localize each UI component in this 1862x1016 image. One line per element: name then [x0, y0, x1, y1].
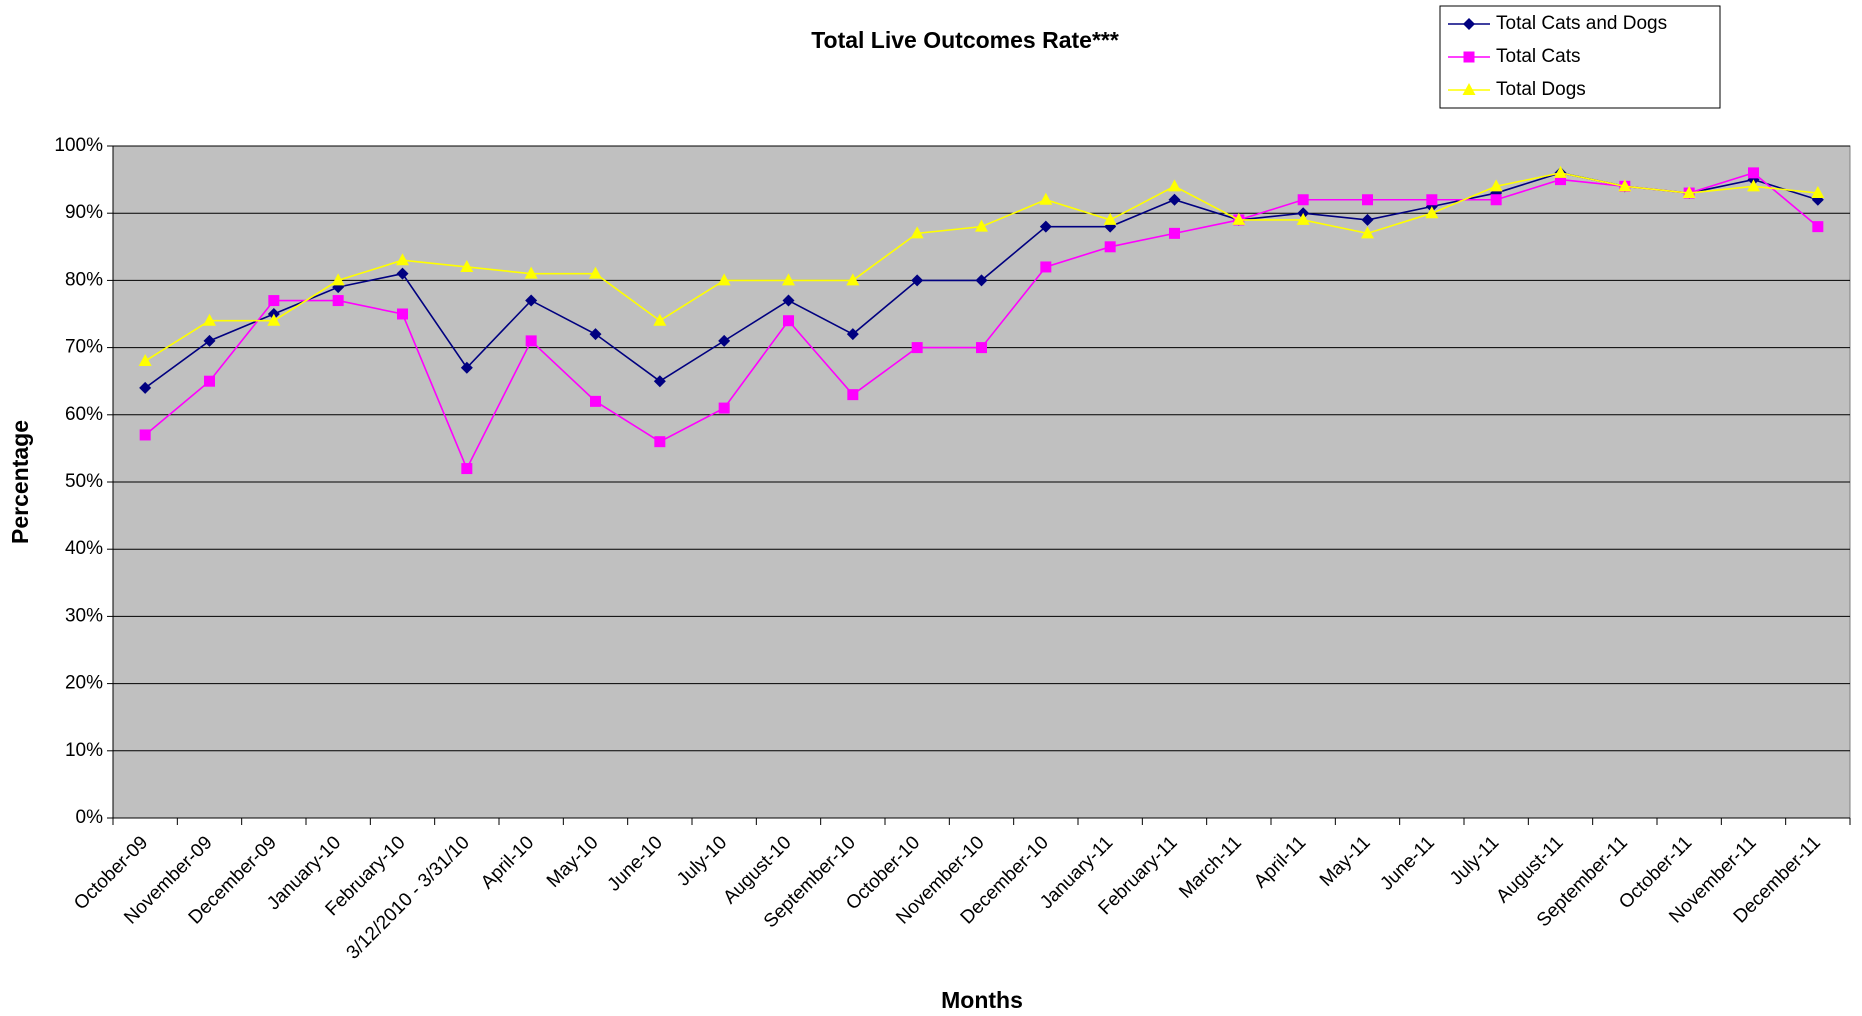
marker [267, 313, 281, 326]
y-tick-label: 80% [65, 269, 103, 290]
x-tick-label: March-11 [1175, 832, 1246, 903]
y-tick-label: 90% [65, 202, 103, 223]
marker [976, 342, 987, 354]
marker [1039, 220, 1052, 233]
marker [1169, 227, 1180, 239]
marker [1361, 213, 1374, 226]
marker [1297, 194, 1309, 206]
marker [396, 267, 409, 280]
marker [1426, 194, 1438, 206]
marker [461, 463, 473, 475]
marker [1490, 194, 1502, 206]
chart-title: Total Live Outcomes Rate*** [811, 27, 1119, 53]
y-tick-label: 0% [76, 807, 104, 828]
marker [847, 389, 859, 401]
y-tick-label: 60% [65, 404, 103, 425]
marker [846, 328, 859, 341]
x-tick-label: June-10 [604, 832, 667, 895]
marker [846, 273, 860, 286]
marker [203, 334, 216, 347]
marker [525, 335, 537, 347]
marker [718, 402, 730, 414]
marker [1748, 167, 1759, 179]
marker [268, 295, 280, 307]
y-tick-label: 70% [65, 337, 103, 358]
marker [653, 313, 667, 326]
x-tick-label: May-11 [1316, 832, 1375, 891]
marker [590, 395, 601, 407]
x-tick-label: 3/12/2010 - 3/31/10 [343, 832, 474, 963]
marker [975, 219, 988, 232]
legend-marker [1462, 83, 1476, 95]
x-tick-label: July-11 [1446, 832, 1503, 889]
marker [718, 334, 731, 347]
legend-label: Total Cats [1496, 46, 1580, 67]
marker [1554, 165, 1567, 178]
marker [589, 328, 602, 341]
x-axis-title: Months [941, 987, 1023, 1013]
marker [524, 266, 538, 279]
marker [525, 294, 538, 307]
marker [1489, 179, 1503, 192]
marker [204, 375, 215, 387]
marker [1296, 212, 1310, 225]
marker [460, 259, 474, 272]
marker [1555, 174, 1566, 186]
marker [139, 381, 152, 394]
marker [331, 273, 345, 286]
legend-label: Total Cats and Dogs [1496, 13, 1667, 34]
marker [1747, 179, 1760, 192]
marker [1361, 226, 1374, 239]
marker [460, 361, 473, 374]
marker [1682, 186, 1696, 199]
y-tick-label: 40% [65, 538, 103, 559]
y-tick-label: 50% [65, 471, 103, 492]
marker [1039, 192, 1053, 205]
marker [1168, 193, 1181, 206]
marker [653, 375, 666, 388]
marker [1232, 212, 1246, 225]
marker [396, 253, 409, 266]
marker [1812, 221, 1824, 233]
marker [397, 308, 408, 320]
legend-marker [1463, 18, 1475, 30]
y-axis-title: Percentage [7, 420, 33, 544]
marker [783, 315, 794, 327]
marker [1618, 179, 1632, 192]
marker [911, 274, 924, 287]
marker [139, 429, 151, 441]
marker [203, 313, 216, 326]
x-tick-label: July-10 [673, 832, 731, 890]
x-tick-label: May-10 [543, 832, 603, 892]
marker [1040, 261, 1052, 273]
marker [1103, 212, 1117, 225]
marker [1425, 206, 1439, 219]
x-tick-label: June-11 [1377, 832, 1439, 894]
legend-marker [1463, 51, 1475, 63]
marker [138, 354, 152, 367]
marker [782, 273, 795, 286]
marker [1104, 241, 1116, 253]
marker [1362, 194, 1373, 206]
marker [911, 342, 923, 354]
x-tick-label: April-11 [1250, 832, 1310, 892]
marker [1811, 186, 1825, 199]
marker [1168, 179, 1181, 192]
legend-label: Total Dogs [1496, 79, 1586, 100]
marker [910, 226, 924, 239]
y-tick-label: 20% [65, 673, 103, 694]
marker [782, 294, 795, 307]
y-tick-label: 10% [65, 740, 103, 761]
marker [654, 436, 666, 448]
x-tick-label: April-10 [477, 832, 538, 893]
marker [717, 273, 731, 286]
y-tick-label: 30% [65, 605, 103, 626]
marker [589, 266, 602, 279]
y-tick-label: 100% [54, 135, 103, 156]
marker [332, 295, 344, 307]
marker [975, 274, 988, 287]
